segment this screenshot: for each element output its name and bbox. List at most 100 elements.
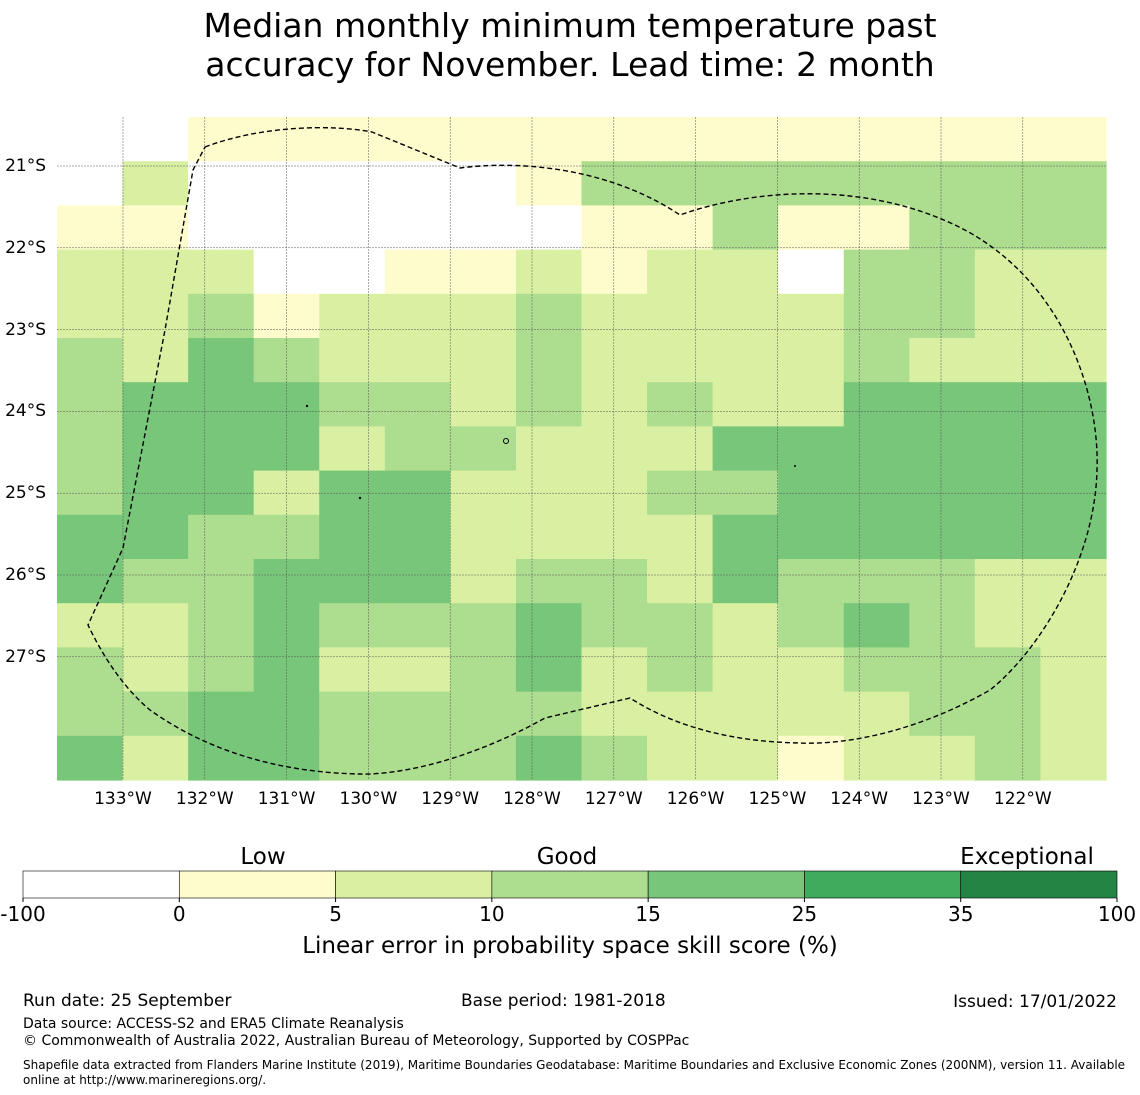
skill-cell [778,559,845,604]
skill-cell [450,647,517,693]
skill-cell [778,161,845,206]
colorbar-segment [804,870,962,899]
colorbar-tick-label: 10 [479,902,505,926]
skill-cell [384,426,451,472]
skill-cell [319,382,386,427]
skill-cell [253,735,320,781]
colorbar-tick-label: 0 [172,902,186,926]
skill-cell [57,293,124,339]
skill-cell [647,161,714,206]
skill-cell [843,559,910,604]
colorbar-tick-label: -100 [0,902,46,926]
skill-cell [778,338,845,383]
skill-cell [515,249,583,295]
skill-cell [974,735,1042,781]
skill-cell [384,603,451,648]
skill-cell [319,603,386,648]
skill-cell [57,117,124,162]
skill-cell [188,249,255,295]
skill-cell [57,161,124,206]
latitude-label: 27°S [5,646,46,667]
issued-date: Issued: 17/01/2022 [953,992,1117,1012]
skill-cell [843,338,910,383]
skill-cell [909,603,976,648]
colorbar-tick-label: 5 [329,902,342,926]
skill-cell [843,293,910,339]
skill-cell [778,382,845,427]
skill-cell [57,514,124,560]
colorbar-tick-label: 25 [791,902,818,926]
skill-cell [384,647,451,693]
skill-cell [384,382,451,427]
skill-cell [57,647,124,693]
skill-cell [843,603,910,648]
skill-cell [843,514,910,560]
skill-cell [647,603,714,648]
skill-cell [843,426,910,472]
skill-cell [974,426,1042,472]
skill-cell [909,293,976,339]
latitude-label: 21°S [5,156,46,176]
skill-cell [450,205,517,251]
skill-cell [515,382,583,427]
skill-cell [843,205,910,251]
skill-cell [515,691,583,737]
skill-cell [57,735,124,781]
skill-cell [319,338,386,383]
colorbar-category-low: Low [240,844,286,870]
skill-cell [188,514,255,560]
base-period: Base period: 1981-2018 [461,991,666,1011]
skill-cell [450,382,517,427]
skill-cell [253,205,320,251]
skill-cell [122,382,189,427]
skill-cell [122,293,189,339]
skill-cell [647,249,714,295]
colorbar-segment [647,870,805,899]
skill-cell [647,426,714,472]
skill-cell [778,293,845,339]
skill-cell [122,338,189,383]
skill-cell [319,293,386,339]
skill-cell [57,249,124,295]
skill-cell [515,426,583,472]
skill-cell [1040,647,1107,693]
skill-cell [188,647,255,693]
skill-cell [122,603,189,648]
longitude-label: 127°W [584,789,643,809]
skill-cell [778,691,845,737]
latitude-label: 23°S [5,319,46,340]
skill-cell [581,117,648,162]
skill-cell [843,691,910,737]
skill-cell [843,647,910,693]
skill-cell [778,426,845,472]
skill-cell [122,559,189,604]
skill-cell [384,205,451,251]
skill-cell [57,691,124,737]
skill-cell [843,249,910,295]
skill-cell [384,559,451,604]
skill-cell [122,117,189,162]
skill-cell [974,249,1042,295]
skill-cell [647,205,714,251]
skill-cell [450,426,517,472]
skill-cell [319,426,386,472]
skill-cell [974,117,1042,162]
title-line-2: accuracy for November. Lead time: 2 mont… [205,45,935,84]
skill-cell [712,603,779,648]
skill-cell [581,249,648,295]
skill-cell [1040,382,1107,427]
skill-cell [188,691,255,737]
skill-cell [188,559,255,604]
colorbar-segment [178,870,336,899]
skill-cell [122,735,189,781]
skill-cell [647,514,714,560]
skill-cell [581,161,648,206]
colorbar [22,870,1118,902]
skill-cell [450,249,517,295]
skill-cell [1040,338,1107,383]
skill-cell [57,426,124,472]
skill-cell [1040,514,1107,560]
skill-cell [647,382,714,427]
skill-cell [450,559,517,604]
skill-cell [384,735,451,781]
